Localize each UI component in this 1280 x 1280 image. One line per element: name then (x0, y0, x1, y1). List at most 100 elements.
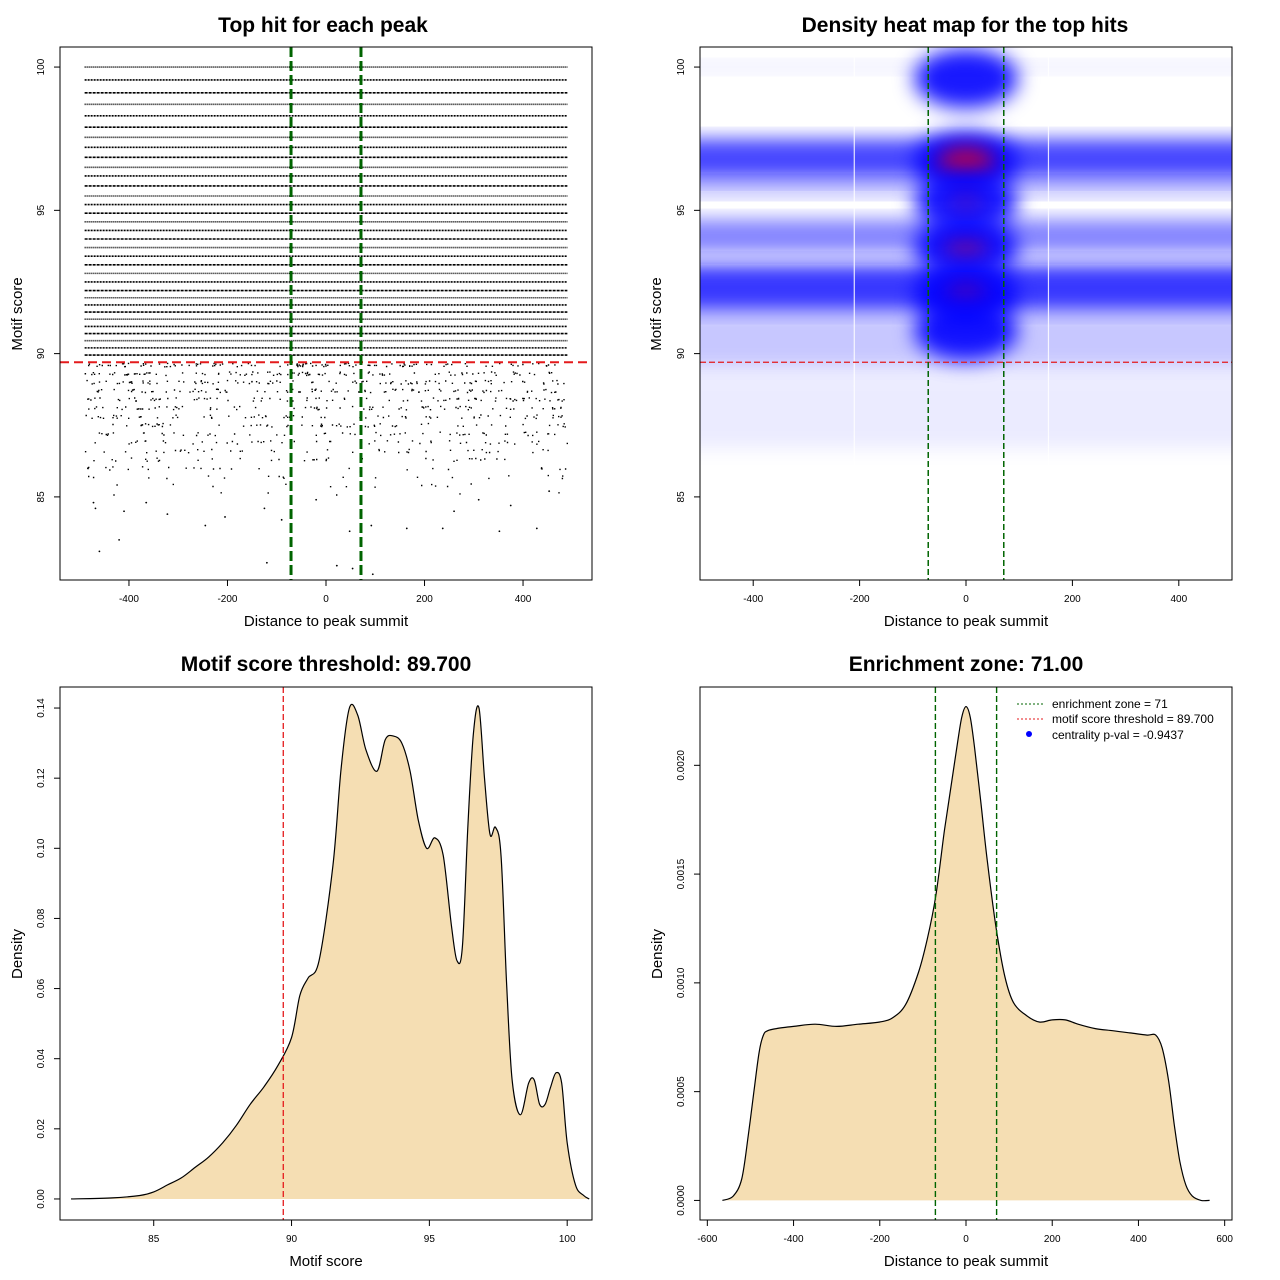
score-row-points (93, 457, 506, 462)
chart-title: Density heat map for the top hits (802, 14, 1129, 37)
y-tick-label: 0.12 (36, 768, 47, 788)
scatter-point (370, 524, 373, 527)
y-tick-label: 0.02 (36, 1119, 47, 1139)
scatter-point (371, 573, 374, 576)
x-tick-label: 200 (1064, 594, 1081, 605)
plot-frame (59, 686, 593, 1221)
score-row-points (88, 362, 556, 368)
scatter-point (166, 513, 169, 515)
x-axis-label: Motif score (289, 1253, 362, 1270)
scatter-point (351, 567, 354, 570)
y-tick-label: 0.0015 (676, 858, 687, 889)
y-tick-label: 0.0000 (676, 1185, 687, 1216)
scatter-point (453, 510, 455, 513)
y-tick-label: 0.14 (36, 698, 47, 718)
x-tick-label: 400 (1170, 594, 1187, 605)
plot-frame (699, 686, 1233, 1221)
scatter-point (405, 527, 408, 530)
plot-frame (699, 46, 1233, 581)
x-tick-label: 100 (559, 1234, 576, 1245)
score-row-points (85, 414, 563, 420)
scatter-point (441, 527, 444, 530)
y-tick-label: 0.0010 (676, 967, 687, 998)
scatter-point (263, 507, 266, 510)
score-row-points (84, 448, 549, 454)
scatter-point (145, 501, 148, 504)
score-row-points (113, 492, 560, 496)
y-tick-label: 90 (676, 348, 687, 360)
scatter-point (348, 530, 351, 533)
panel-distance-density: Enrichment zone: 71.00 Distance to peak … (649, 653, 1233, 1270)
density-peak (938, 147, 994, 176)
scatter-point (92, 501, 95, 504)
y-tick-label: 95 (676, 204, 687, 216)
legend-label-threshold: motif score threshold = 89.700 (1052, 712, 1214, 726)
scatter-point (224, 516, 226, 518)
scatter-point (265, 561, 268, 564)
scatter-point (498, 530, 501, 533)
x-tick-label: -400 (743, 594, 763, 605)
y-axis-label: Density (9, 928, 26, 979)
x-tick-label: 0 (963, 1234, 969, 1245)
scatter-point (118, 538, 121, 541)
score-row-points (88, 405, 562, 411)
scatter-point (509, 504, 512, 507)
panel-score-density: Motif score threshold: 89.700 Motif scor… (9, 653, 593, 1270)
legend: enrichment zone = 71 motif score thresho… (1017, 697, 1214, 742)
x-tick-label: 0 (963, 594, 969, 605)
score-row-points (112, 422, 566, 428)
x-tick-label: -400 (784, 1234, 804, 1245)
y-tick-label: 95 (36, 204, 47, 216)
x-tick-label: 600 (1216, 1234, 1233, 1245)
scatter-point (98, 550, 101, 553)
scatter-point (315, 498, 318, 501)
density-hotspot (914, 300, 1018, 361)
plot-frame (59, 46, 593, 581)
y-tick-label: 0.10 (36, 838, 47, 858)
scatter-point (123, 510, 125, 513)
panel-top-hits-scatter: Top hit for each peak Distance to peak s… (9, 14, 593, 630)
score-row-points (88, 474, 564, 480)
density-peak (945, 237, 987, 259)
density-curve (722, 705, 1210, 1202)
y-tick-label: 0.04 (36, 1049, 47, 1069)
scatter-point (477, 498, 480, 501)
x-axis-label: Distance to peak summit (884, 613, 1049, 630)
y-tick-label: 85 (36, 491, 47, 503)
legend-swatch-pval (1026, 731, 1032, 737)
chart-title: Enrichment zone: 71.00 (849, 653, 1084, 676)
y-tick-label: 90 (36, 348, 47, 360)
density-area (722, 706, 1210, 1201)
y-tick-label: 0.0020 (676, 750, 687, 781)
chart-title: Motif score threshold: 89.700 (181, 653, 472, 676)
x-axis-label: Distance to peak summit (884, 1253, 1049, 1270)
legend-label-pval: centrality p-val = -0.9437 (1052, 728, 1184, 742)
x-tick-label: 90 (286, 1234, 298, 1245)
score-row-points (87, 397, 565, 402)
y-tick-label: 0.06 (36, 978, 47, 998)
scatter-point (280, 518, 283, 521)
y-axis-label: Density (649, 928, 666, 979)
scatter-point (94, 507, 97, 510)
score-row-points (86, 379, 565, 385)
score-row-points (98, 431, 556, 437)
y-tick-label: 0.08 (36, 908, 47, 928)
scatter-point (204, 524, 207, 527)
density-curve (71, 703, 590, 1200)
x-tick-label: 400 (515, 594, 532, 605)
y-tick-label: 0.0005 (676, 1076, 687, 1107)
density-peak (949, 193, 983, 211)
x-tick-label: 95 (424, 1234, 436, 1245)
x-tick-label: 0 (323, 594, 329, 605)
x-tick-label: 85 (148, 1234, 160, 1245)
score-row-points (94, 440, 568, 445)
score-row-points (84, 371, 553, 377)
y-tick-label: 85 (676, 491, 687, 503)
density-peak (946, 283, 986, 303)
x-tick-label: 400 (1130, 1234, 1147, 1245)
panel-density-heatmap: Density heat map for the top hits Distan… (648, 14, 1233, 630)
score-row-points (116, 483, 472, 488)
x-tick-label: 200 (416, 594, 433, 605)
y-tick-label: 100 (676, 58, 687, 75)
